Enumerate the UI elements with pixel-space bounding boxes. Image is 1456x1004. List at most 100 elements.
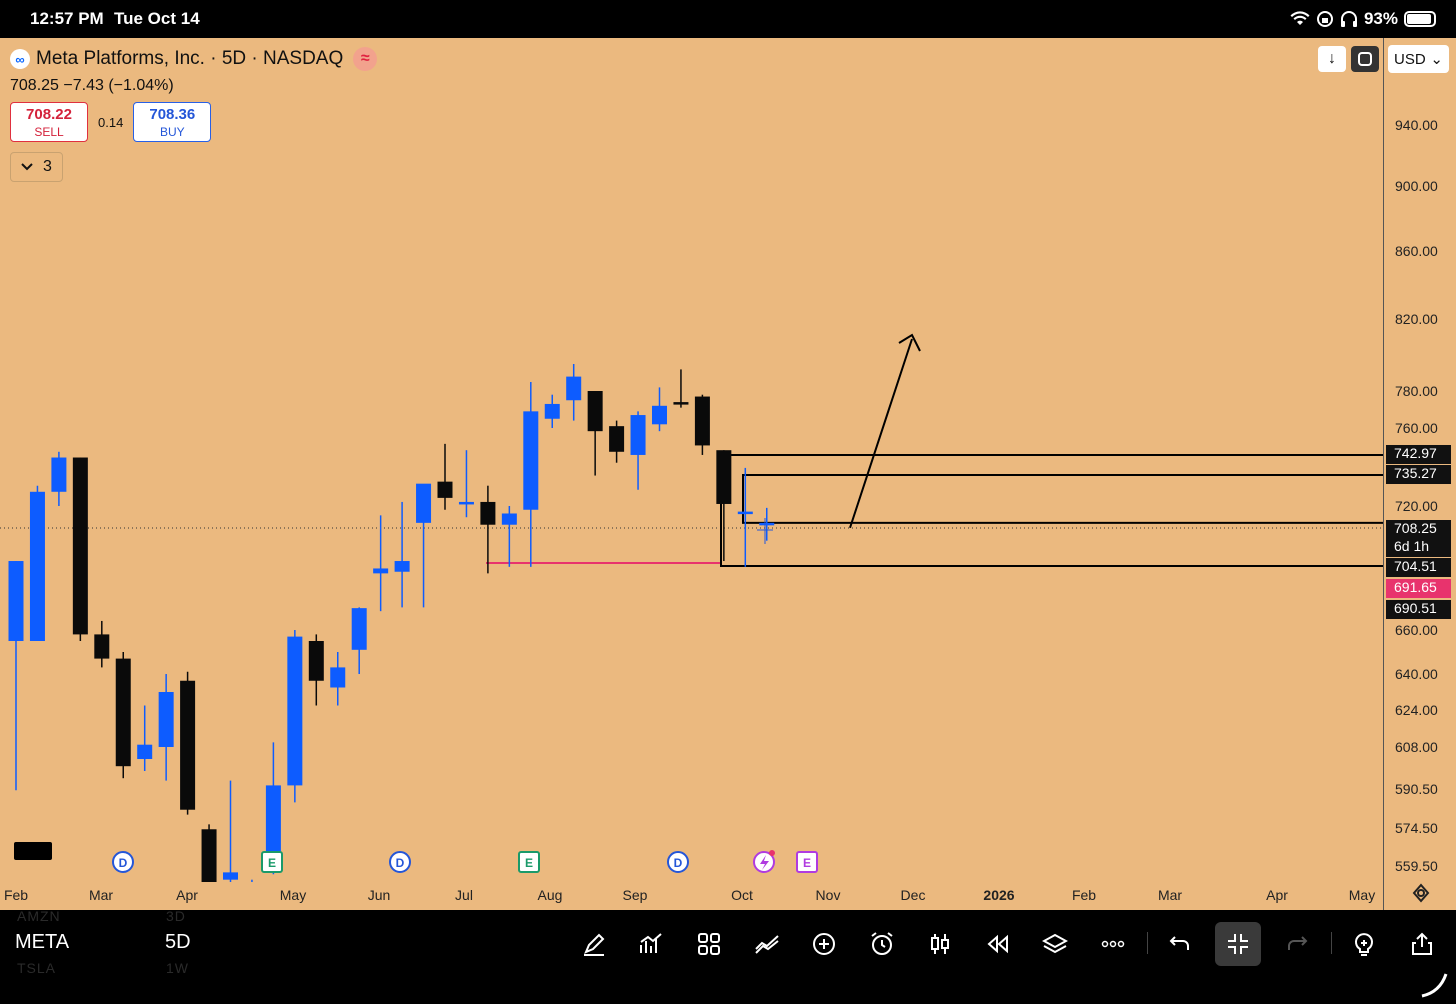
buy-button[interactable]: 708.36 BUY — [133, 102, 212, 142]
redo-button[interactable] — [1279, 926, 1315, 962]
resize-handle-icon[interactable] — [1420, 970, 1448, 998]
replay-button[interactable] — [980, 926, 1016, 962]
candle-body — [223, 872, 238, 880]
time-tick-label: 2026 — [983, 887, 1015, 903]
headphones-icon — [1340, 11, 1357, 27]
redo-icon — [1288, 936, 1308, 950]
download-button[interactable]: ↓ — [1318, 46, 1346, 72]
sell-button[interactable]: 708.22 SELL — [10, 102, 88, 142]
status-date: Tue Oct 14 — [114, 9, 200, 28]
timeframe-picker[interactable]: 5D — [165, 931, 191, 953]
candle-body — [480, 501, 496, 525]
tradingview-logo — [14, 842, 52, 860]
currency-select[interactable]: USD ⌄ — [1388, 45, 1449, 73]
sell-label: SELL — [34, 124, 64, 139]
battery-icon — [1404, 11, 1436, 27]
chevron-down-icon: ⌄ — [1430, 51, 1443, 68]
toolbar-divider — [1331, 932, 1332, 954]
earnings-marker — [261, 851, 283, 873]
time-axis[interactable]: Feb Mar Apr May Jun Jul Aug Sep Oct Nov Dec 2026 Feb… — [0, 882, 1384, 910]
chart-type-button[interactable] — [922, 926, 958, 962]
time-tick-label: May — [1348, 887, 1376, 903]
wifi-icon — [1290, 11, 1310, 25]
compare-button[interactable] — [749, 926, 785, 962]
share-button[interactable] — [1404, 926, 1440, 962]
alert-button[interactable] — [864, 926, 900, 962]
candle-body — [29, 491, 45, 641]
rewind-icon — [987, 934, 1008, 954]
fullscreen-button[interactable] — [1351, 46, 1379, 72]
indicators-collapse-button[interactable]: 3 — [10, 152, 63, 182]
collapse-button[interactable] — [1215, 922, 1261, 966]
price-tag: 708.25 — [1386, 520, 1451, 538]
lock-rotation-icon — [1316, 11, 1333, 27]
dividend-marker — [112, 851, 134, 873]
more-button[interactable] — [1095, 926, 1131, 962]
event-marker-label: D — [396, 856, 405, 870]
ideas-button[interactable] — [1346, 926, 1382, 962]
candle-body — [330, 667, 346, 688]
candle-body — [716, 450, 732, 504]
market-status-icon[interactable]: ≈ — [353, 47, 378, 71]
price-change: 708.25 −7.43 (−1.04%) — [10, 77, 174, 94]
indicators-button[interactable] — [633, 926, 669, 962]
candle-body — [158, 692, 174, 747]
event-marker-label: E — [268, 856, 276, 870]
candle-body — [394, 561, 410, 572]
time-tick-label: Jun — [367, 887, 391, 903]
ghost-symbol: TSLA — [17, 960, 57, 976]
candle-body — [115, 658, 131, 767]
grid-icon — [698, 933, 720, 955]
dividend-marker — [667, 851, 689, 873]
battery-percent: 93% — [1363, 9, 1398, 28]
time-tick-label: Sep — [622, 887, 648, 903]
chart-area[interactable]: D E D E D E ∞ Meta Platforms, Inc. · 5D · NAS… — [0, 38, 1456, 910]
candle-body — [652, 405, 667, 425]
candle-body — [759, 522, 775, 526]
projection-arrow-head — [898, 333, 921, 352]
price-tag: 690.51 — [1386, 600, 1451, 619]
price-tick-label: 720.00 — [1395, 498, 1438, 514]
price-tick-label: 590.50 — [1395, 781, 1438, 797]
candle-body — [673, 402, 689, 405]
candle-body — [72, 457, 88, 635]
time-tick-label: Dec — [900, 887, 926, 903]
ghost-timeframe: 1W — [166, 960, 189, 976]
plus-circle-icon — [813, 933, 835, 955]
status-indicators: 93% — [1290, 9, 1436, 29]
compare-icon — [755, 935, 779, 954]
price-tag: 691.65 — [1386, 579, 1451, 598]
chart-settings-button[interactable] — [1410, 883, 1432, 905]
add-button[interactable] — [806, 926, 842, 962]
collapse-arrows-icon — [1228, 934, 1248, 954]
symbol-picker[interactable]: META — [15, 931, 70, 953]
price-tick-label: 940.00 — [1395, 117, 1438, 133]
layout-button[interactable] — [691, 926, 727, 962]
news-flash-dot — [769, 850, 775, 856]
time-tick-label: Apr — [176, 887, 198, 903]
symbol-title[interactable]: Meta Platforms, Inc. · 5D · NASDAQ — [36, 48, 344, 69]
time-tick-label: May — [279, 887, 307, 903]
price-tick-label: 624.00 — [1395, 702, 1438, 718]
time-tick-label: Jul — [455, 887, 473, 903]
layers-icon — [1042, 933, 1068, 954]
undo-button[interactable] — [1162, 926, 1198, 962]
time-tick-label: Feb — [1071, 887, 1097, 903]
object-tree-button[interactable] — [1037, 926, 1073, 962]
candle-body — [137, 744, 153, 759]
download-icon: ↓ — [1328, 50, 1336, 67]
price-tick-label: 559.50 — [1395, 858, 1438, 874]
price-axis-border — [1383, 38, 1384, 910]
event-marker-label: D — [119, 856, 128, 870]
indicators-icon — [640, 933, 662, 953]
candle-body — [8, 561, 24, 641]
time-tick-label: Apr — [1266, 887, 1288, 903]
candle-body — [94, 634, 110, 659]
spread-value: 0.14 — [98, 114, 124, 130]
candle-body — [523, 411, 539, 510]
lightning-icon — [760, 855, 769, 870]
candle-body — [180, 680, 196, 810]
currency-value: USD — [1394, 50, 1426, 68]
drawing-tools-button[interactable] — [576, 926, 612, 962]
